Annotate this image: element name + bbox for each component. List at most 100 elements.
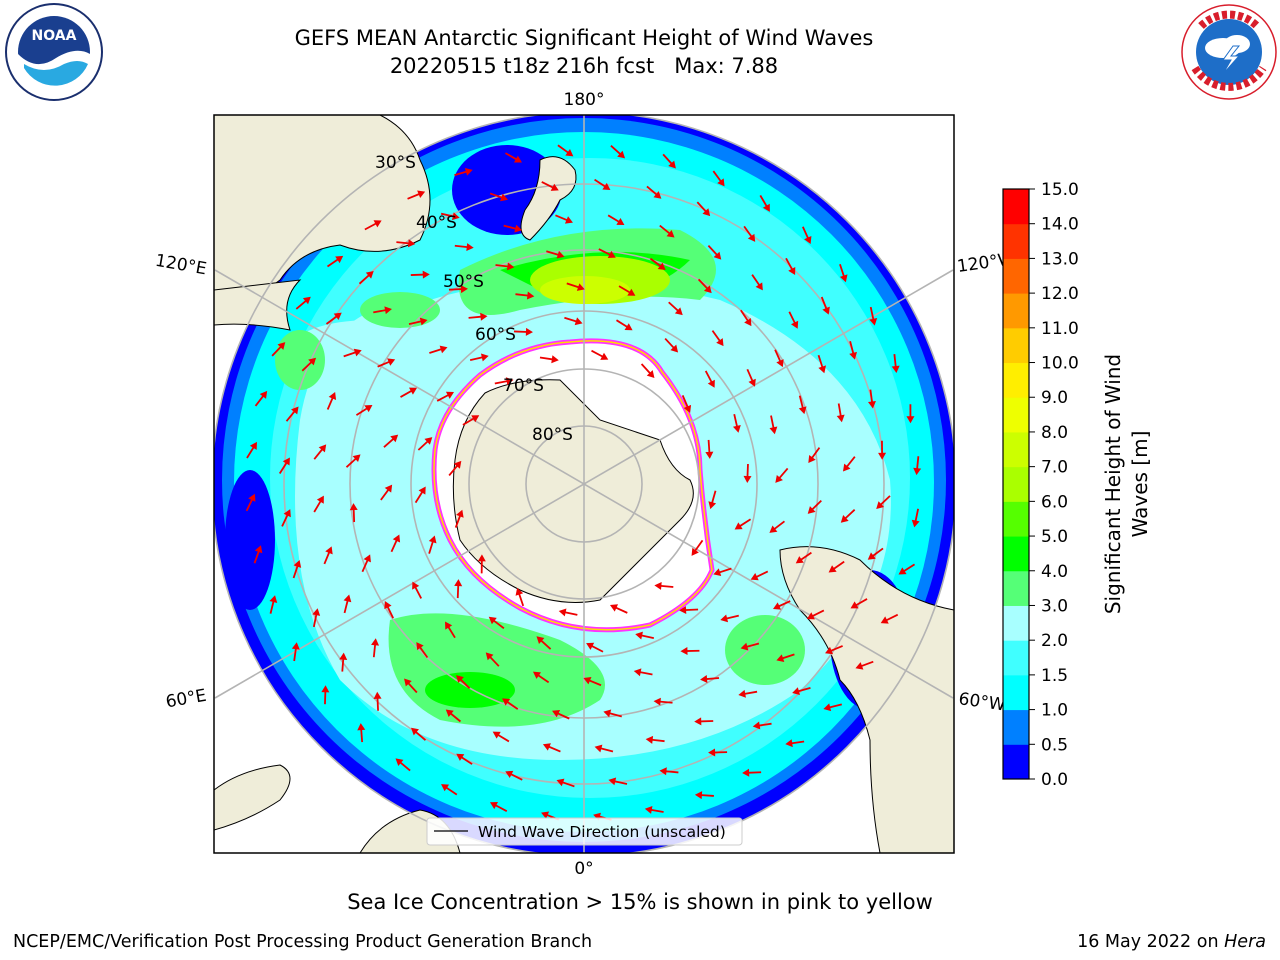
wave-direction-arrow bbox=[558, 608, 578, 617]
wave-direction-arrow bbox=[373, 691, 382, 711]
wave-direction-arrow bbox=[505, 770, 523, 781]
colorbar-band bbox=[1003, 674, 1029, 711]
colorbar-tick-label: 6.0 bbox=[1041, 492, 1068, 512]
wave-direction-arrow bbox=[292, 559, 302, 579]
wave-direction-arrow bbox=[532, 671, 550, 684]
colorbar-tick-label: 15.0 bbox=[1041, 180, 1079, 200]
wave-direction-arrow bbox=[358, 271, 374, 285]
noaa-logo-text: NOAA bbox=[32, 28, 77, 44]
wave-direction-arrow bbox=[488, 616, 505, 629]
wave-direction-arrow bbox=[785, 739, 805, 748]
wave-direction-arrow bbox=[542, 743, 561, 753]
wave-direction-arrow bbox=[440, 212, 460, 221]
wave-direction-arrow bbox=[679, 606, 699, 615]
wave-direction-arrow bbox=[820, 296, 830, 315]
colorbar-label-line2: Waves [m] bbox=[1128, 431, 1152, 538]
footer-date-text: 16 May 2022 on bbox=[1077, 932, 1219, 952]
wave-direction-arrow bbox=[775, 467, 789, 483]
wave-direction-arrow bbox=[448, 460, 462, 477]
wave-direction-arrow bbox=[664, 337, 679, 353]
wave-direction-arrow bbox=[654, 581, 674, 590]
wave-direction-arrow bbox=[383, 434, 399, 448]
wave-direction-arrow bbox=[325, 312, 342, 325]
wave-direction-arrow bbox=[913, 456, 922, 476]
wave-direction-arrow bbox=[462, 415, 480, 426]
wave-direction-arrow bbox=[395, 758, 411, 772]
wave-direction-arrow bbox=[326, 392, 337, 410]
wave-direction-arrow bbox=[591, 349, 609, 360]
wave-direction-arrow bbox=[417, 437, 433, 451]
wave-direction-arrow bbox=[454, 579, 463, 599]
wind-wave-arrows bbox=[245, 144, 922, 821]
wave-direction-arrow bbox=[454, 243, 474, 252]
wave-direction-arrow bbox=[785, 257, 796, 276]
wave-direction-arrow bbox=[769, 520, 786, 533]
colorbar-band bbox=[1003, 709, 1029, 745]
wave-direction-arrow bbox=[855, 660, 874, 670]
wave-direction-arrow bbox=[691, 539, 704, 556]
wave-direction-arrow bbox=[295, 296, 311, 310]
wave-direction-arrow bbox=[485, 652, 500, 667]
wave-direction-arrow bbox=[807, 499, 822, 514]
wave-direction-arrow bbox=[414, 486, 426, 504]
wave-direction-arrow bbox=[454, 509, 464, 528]
colorbar-band bbox=[1003, 223, 1029, 259]
wave-direction-arrow bbox=[635, 631, 655, 640]
wave-direction-arrow bbox=[441, 784, 458, 796]
wave-direction-arrow bbox=[411, 727, 427, 741]
wave-direction-arrow bbox=[607, 214, 625, 226]
wave-direction-arrow bbox=[456, 675, 471, 690]
wave-direction-arrow bbox=[436, 391, 454, 402]
wave-direction-arrow bbox=[321, 685, 330, 705]
wave-direction-arrow bbox=[876, 495, 891, 509]
wave-direction-arrow bbox=[906, 404, 915, 424]
wave-direction-arrow bbox=[850, 598, 868, 609]
wave-direction-arrow bbox=[552, 709, 570, 720]
wave-direction-arrow bbox=[408, 317, 428, 326]
legend-label: Wind Wave Direction (unscaled) bbox=[478, 823, 726, 841]
wave-direction-arrow bbox=[556, 778, 575, 788]
wave-direction-arrow bbox=[842, 456, 856, 472]
colorbar-tick-label: 2.0 bbox=[1041, 631, 1068, 651]
wave-direction-arrow bbox=[705, 439, 714, 459]
wave-direction-arrow bbox=[326, 255, 344, 268]
lat-label-70s: 70°S bbox=[503, 376, 544, 396]
wave-direction-arrow bbox=[788, 311, 799, 329]
lon-label-60e: 60°E bbox=[164, 686, 208, 713]
wave-direction-arrow bbox=[659, 224, 675, 238]
wave-direction-arrow bbox=[640, 363, 655, 379]
wave-direction-arrow bbox=[817, 354, 827, 374]
lat-label-30s: 30°S bbox=[375, 153, 416, 173]
wave-direction-arrow bbox=[792, 687, 811, 695]
wave-direction-arrow bbox=[878, 440, 887, 460]
wave-direction-arrow bbox=[412, 581, 423, 599]
wave-direction-arrow bbox=[456, 753, 473, 765]
wave-direction-arrow bbox=[557, 144, 574, 157]
wave-direction-arrow bbox=[867, 547, 884, 560]
wave-direction-arrow bbox=[477, 554, 486, 574]
colorbar-band bbox=[1003, 640, 1029, 676]
wave-direction-arrow bbox=[694, 791, 714, 800]
wave-direction-arrow bbox=[301, 357, 317, 372]
lon-label-120e: 120°E bbox=[154, 251, 208, 280]
chart-subtitle: 20220515 t18z 216h fcst Max: 7.88 bbox=[389, 54, 779, 78]
wave-direction-arrow bbox=[448, 285, 468, 294]
wave-direction-arrow bbox=[898, 563, 916, 575]
wave-direction-arrow bbox=[495, 262, 515, 271]
wave-direction-arrow bbox=[546, 250, 565, 259]
wave-direction-arrow bbox=[680, 647, 700, 656]
wave-direction-arrow bbox=[343, 594, 352, 614]
wave-direction-arrow bbox=[743, 225, 756, 242]
chart-title: GEFS MEAN Antarctic Significant Height o… bbox=[294, 26, 874, 50]
wave-direction-arrow bbox=[712, 170, 725, 187]
colorbar-band bbox=[1003, 293, 1029, 329]
wave-direction-arrow bbox=[649, 257, 666, 270]
wave-direction-arrow bbox=[759, 194, 770, 212]
wave-direction-arrow bbox=[696, 201, 711, 217]
wave-direction-arrow bbox=[445, 709, 462, 723]
wave-direction-arrow bbox=[428, 535, 437, 554]
lat-label-60s: 60°S bbox=[475, 325, 516, 345]
wave-direction-arrow bbox=[345, 454, 361, 468]
wave-direction-arrow bbox=[586, 642, 604, 653]
